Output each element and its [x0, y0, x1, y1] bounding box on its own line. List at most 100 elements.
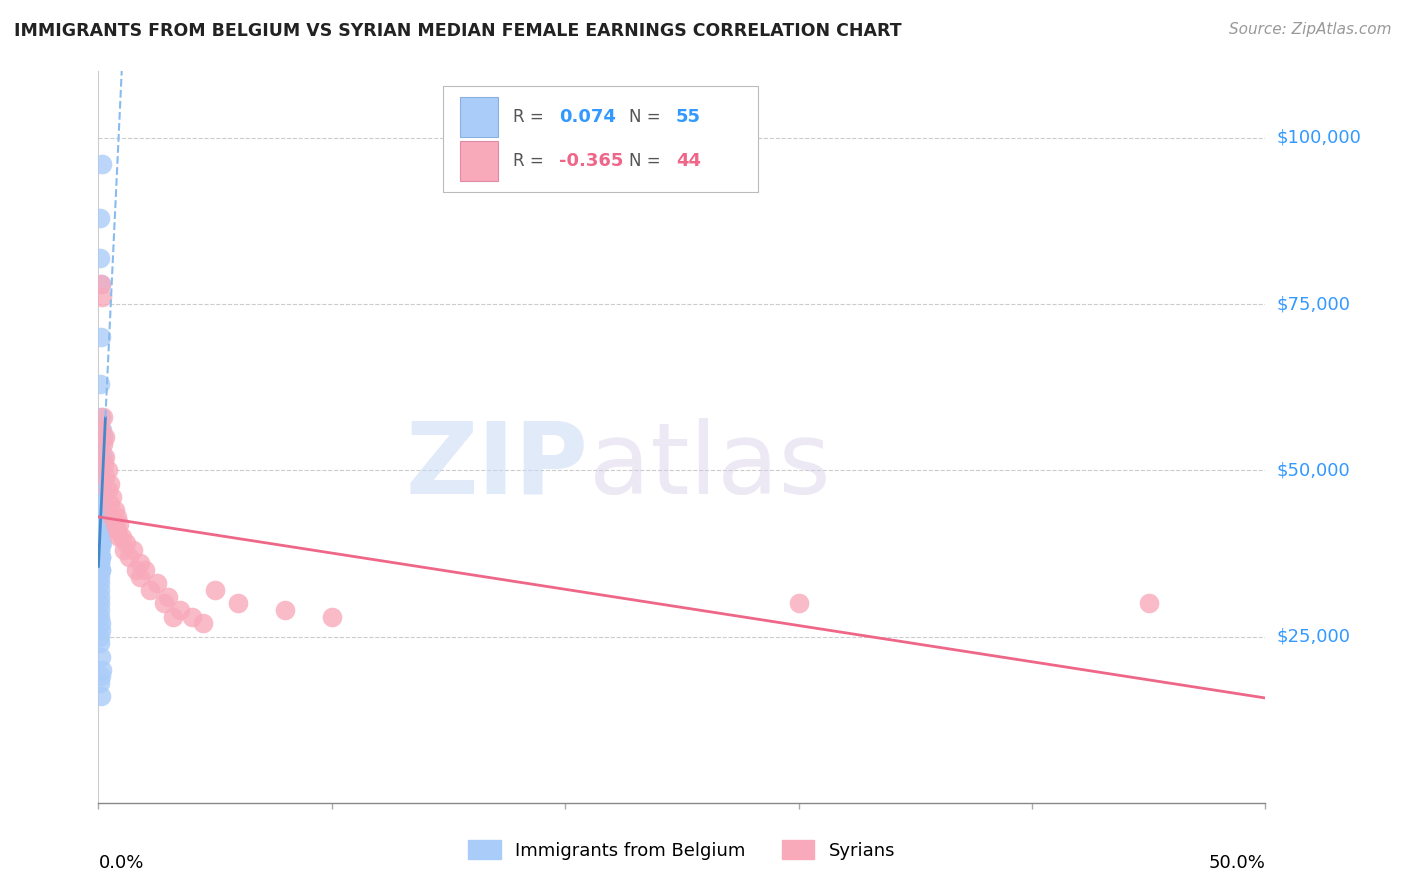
Point	[90, 410, 112, 425]
Text: $25,000: $25,000	[1277, 628, 1351, 646]
Point	[90, 549, 112, 564]
Point	[90, 669, 112, 683]
Point	[90, 470, 112, 484]
Point	[139, 582, 162, 597]
Point	[89, 676, 111, 690]
Point	[89, 630, 111, 644]
Text: N =: N =	[630, 108, 666, 127]
Point	[89, 457, 111, 471]
Point	[89, 211, 111, 225]
Point	[89, 590, 111, 604]
Point	[89, 543, 111, 558]
Point	[89, 497, 111, 511]
Point	[90, 483, 112, 498]
Text: Source: ZipAtlas.com: Source: ZipAtlas.com	[1229, 22, 1392, 37]
Point	[89, 582, 111, 597]
Point	[90, 443, 112, 458]
Point	[90, 277, 112, 292]
Point	[90, 424, 112, 438]
Point	[89, 596, 111, 610]
Text: $75,000: $75,000	[1277, 295, 1351, 313]
Point	[90, 690, 112, 704]
Point	[90, 509, 112, 524]
Point	[90, 277, 112, 292]
Point	[108, 530, 131, 544]
Point	[90, 463, 112, 477]
Point	[97, 483, 120, 498]
Point	[89, 609, 111, 624]
Point	[89, 503, 111, 517]
Point	[89, 497, 111, 511]
Point	[89, 516, 111, 531]
FancyBboxPatch shape	[460, 141, 498, 181]
Point	[104, 503, 127, 517]
Point	[93, 457, 115, 471]
Point	[134, 563, 156, 577]
Point	[104, 516, 127, 531]
Point	[115, 536, 138, 550]
Text: ZIP: ZIP	[406, 417, 589, 515]
Point	[89, 557, 111, 571]
Text: N =: N =	[630, 152, 666, 169]
Legend: Immigrants from Belgium, Syrians: Immigrants from Belgium, Syrians	[461, 833, 903, 867]
Point	[90, 549, 112, 564]
Text: IMMIGRANTS FROM BELGIUM VS SYRIAN MEDIAN FEMALE EARNINGS CORRELATION CHART: IMMIGRANTS FROM BELGIUM VS SYRIAN MEDIAN…	[14, 22, 901, 40]
Point	[111, 530, 134, 544]
Point	[90, 663, 112, 677]
Text: 55: 55	[676, 108, 702, 127]
Point	[90, 523, 112, 537]
Point	[90, 649, 112, 664]
Point	[94, 450, 117, 464]
Point	[91, 410, 114, 425]
Point	[90, 290, 112, 304]
Point	[90, 157, 112, 171]
Point	[112, 543, 135, 558]
Point	[97, 463, 120, 477]
Text: $100,000: $100,000	[1277, 128, 1361, 147]
Point	[90, 483, 112, 498]
Point	[89, 516, 111, 531]
Point	[204, 582, 226, 597]
Point	[90, 490, 112, 504]
Point	[89, 530, 111, 544]
Point	[146, 576, 169, 591]
Point	[89, 523, 111, 537]
Text: 50.0%: 50.0%	[1209, 854, 1265, 872]
Point	[157, 590, 180, 604]
Point	[90, 536, 112, 550]
Point	[89, 636, 111, 650]
Point	[118, 549, 141, 564]
Text: R =: R =	[513, 108, 548, 127]
Point	[108, 516, 131, 531]
Text: R =: R =	[513, 152, 548, 169]
Point	[90, 424, 112, 438]
Text: 44: 44	[676, 152, 702, 169]
Text: atlas: atlas	[589, 417, 830, 515]
Point	[228, 596, 250, 610]
Point	[274, 603, 297, 617]
Point	[90, 330, 112, 344]
Text: 0.0%: 0.0%	[98, 854, 143, 872]
Text: -0.365: -0.365	[560, 152, 624, 169]
Point	[89, 503, 111, 517]
Point	[129, 557, 152, 571]
Point	[94, 470, 117, 484]
Point	[101, 509, 124, 524]
Point	[129, 570, 152, 584]
Point	[787, 596, 810, 610]
Point	[1137, 596, 1160, 610]
Point	[90, 563, 112, 577]
Point	[89, 570, 111, 584]
Point	[101, 490, 124, 504]
Point	[152, 596, 174, 610]
Point	[105, 509, 128, 524]
Point	[98, 476, 121, 491]
Point	[90, 530, 112, 544]
Point	[89, 476, 111, 491]
Point	[94, 430, 117, 444]
Point	[122, 543, 145, 558]
Point	[98, 497, 121, 511]
Point	[193, 616, 215, 631]
Point	[162, 609, 184, 624]
Point	[91, 436, 114, 450]
